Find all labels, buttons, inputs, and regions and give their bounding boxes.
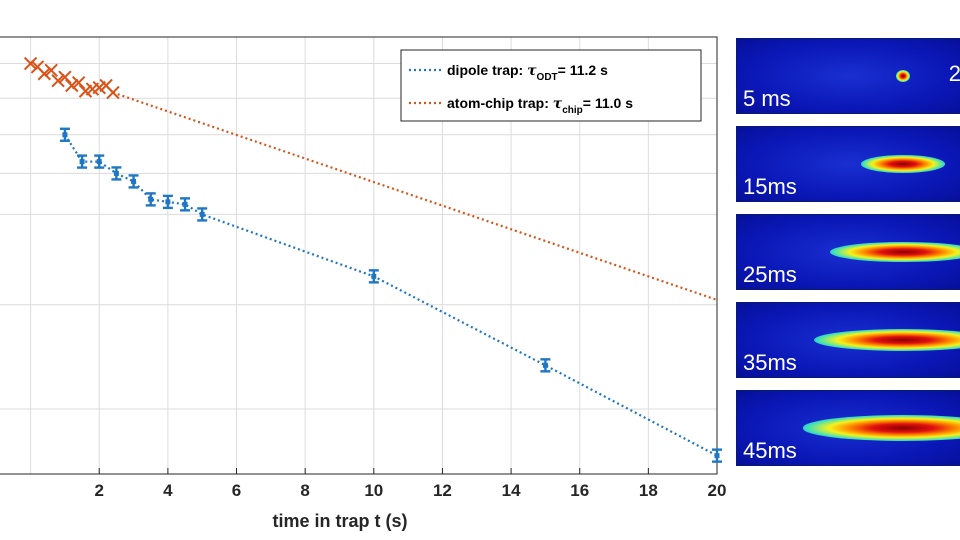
panel-time-label: 25ms	[743, 262, 797, 287]
chip-data-point	[51, 73, 65, 88]
chip-data-point	[65, 78, 79, 93]
image-panel: 35ms	[736, 302, 960, 378]
atom-cloud	[861, 155, 945, 173]
chip-data-point	[71, 76, 86, 90]
legend-entry-1: atom-chip trap: τchip= 11.0 s	[447, 95, 633, 116]
atom-cloud	[803, 415, 960, 441]
dipole-data-point	[77, 154, 88, 169]
dipole-data-point	[180, 197, 191, 212]
legend-box	[400, 49, 702, 122]
dipole-data-point	[368, 269, 379, 284]
x-tick-label: 6	[232, 481, 241, 500]
x-tick-label: 14	[502, 481, 521, 500]
chip-data-point	[37, 67, 52, 81]
x-tick-labels: 2 4 6 8 10 12 14 16 18 20	[95, 468, 727, 500]
x-tick-label: 4	[163, 481, 173, 500]
dipole-data-point	[145, 192, 156, 207]
data-marks	[23, 56, 722, 463]
x-tick-label: 16	[570, 481, 589, 500]
atom-cloud	[829, 241, 960, 263]
plot-frame	[0, 36, 718, 475]
legend-entry-0: dipole trap: τODT= 11.2 s	[447, 62, 608, 83]
chip-data-point	[23, 56, 38, 71]
image-panel: 45ms	[736, 390, 960, 466]
x-tick-label: 10	[364, 481, 383, 500]
atom-cloud	[896, 70, 910, 82]
panel-edge-label: 2	[948, 61, 960, 86]
chip-data-point	[58, 70, 72, 84]
x-tick-label: 20	[708, 481, 727, 500]
image-panel: 5 ms 2	[736, 38, 960, 114]
x-axis-title: time in trap t (s)	[272, 511, 407, 531]
decay-chart: 2 4 6 8 10 12 14 16 18 20 time in trap t (s) dipo…	[0, 36, 727, 531]
panel-time-label: 15ms	[743, 174, 797, 199]
dipole-data-point	[197, 207, 208, 222]
dipole-data-point	[94, 154, 105, 169]
dipole-data-point	[540, 358, 551, 373]
x-tick-label: 8	[300, 481, 309, 500]
fit-lines	[63, 91, 718, 457]
fit-line-dipole	[63, 134, 718, 457]
dipole-data-point	[162, 194, 173, 210]
chip-data-point	[106, 85, 120, 100]
panel-time-label: 5 ms	[743, 86, 791, 111]
x-tick-label: 18	[639, 481, 658, 500]
image-panel: 25ms	[736, 214, 960, 290]
x-tick-label: 2	[95, 481, 104, 500]
legend: dipole trap: τODT= 11.2 s atom-chip trap:…	[400, 49, 702, 122]
chip-data-point	[44, 63, 58, 78]
dipole-data-point	[128, 174, 139, 189]
x-tick-label: 12	[433, 481, 452, 500]
fit-line-chip	[112, 91, 718, 301]
atom-cloud	[813, 328, 960, 352]
dipole-data-point	[111, 166, 122, 181]
image-panel: 15ms	[736, 126, 960, 202]
panel-time-label: 45ms	[743, 438, 797, 463]
dipole-data-point	[712, 448, 722, 463]
dipole-data-point	[59, 127, 70, 142]
panel-time-label: 35ms	[743, 350, 797, 375]
